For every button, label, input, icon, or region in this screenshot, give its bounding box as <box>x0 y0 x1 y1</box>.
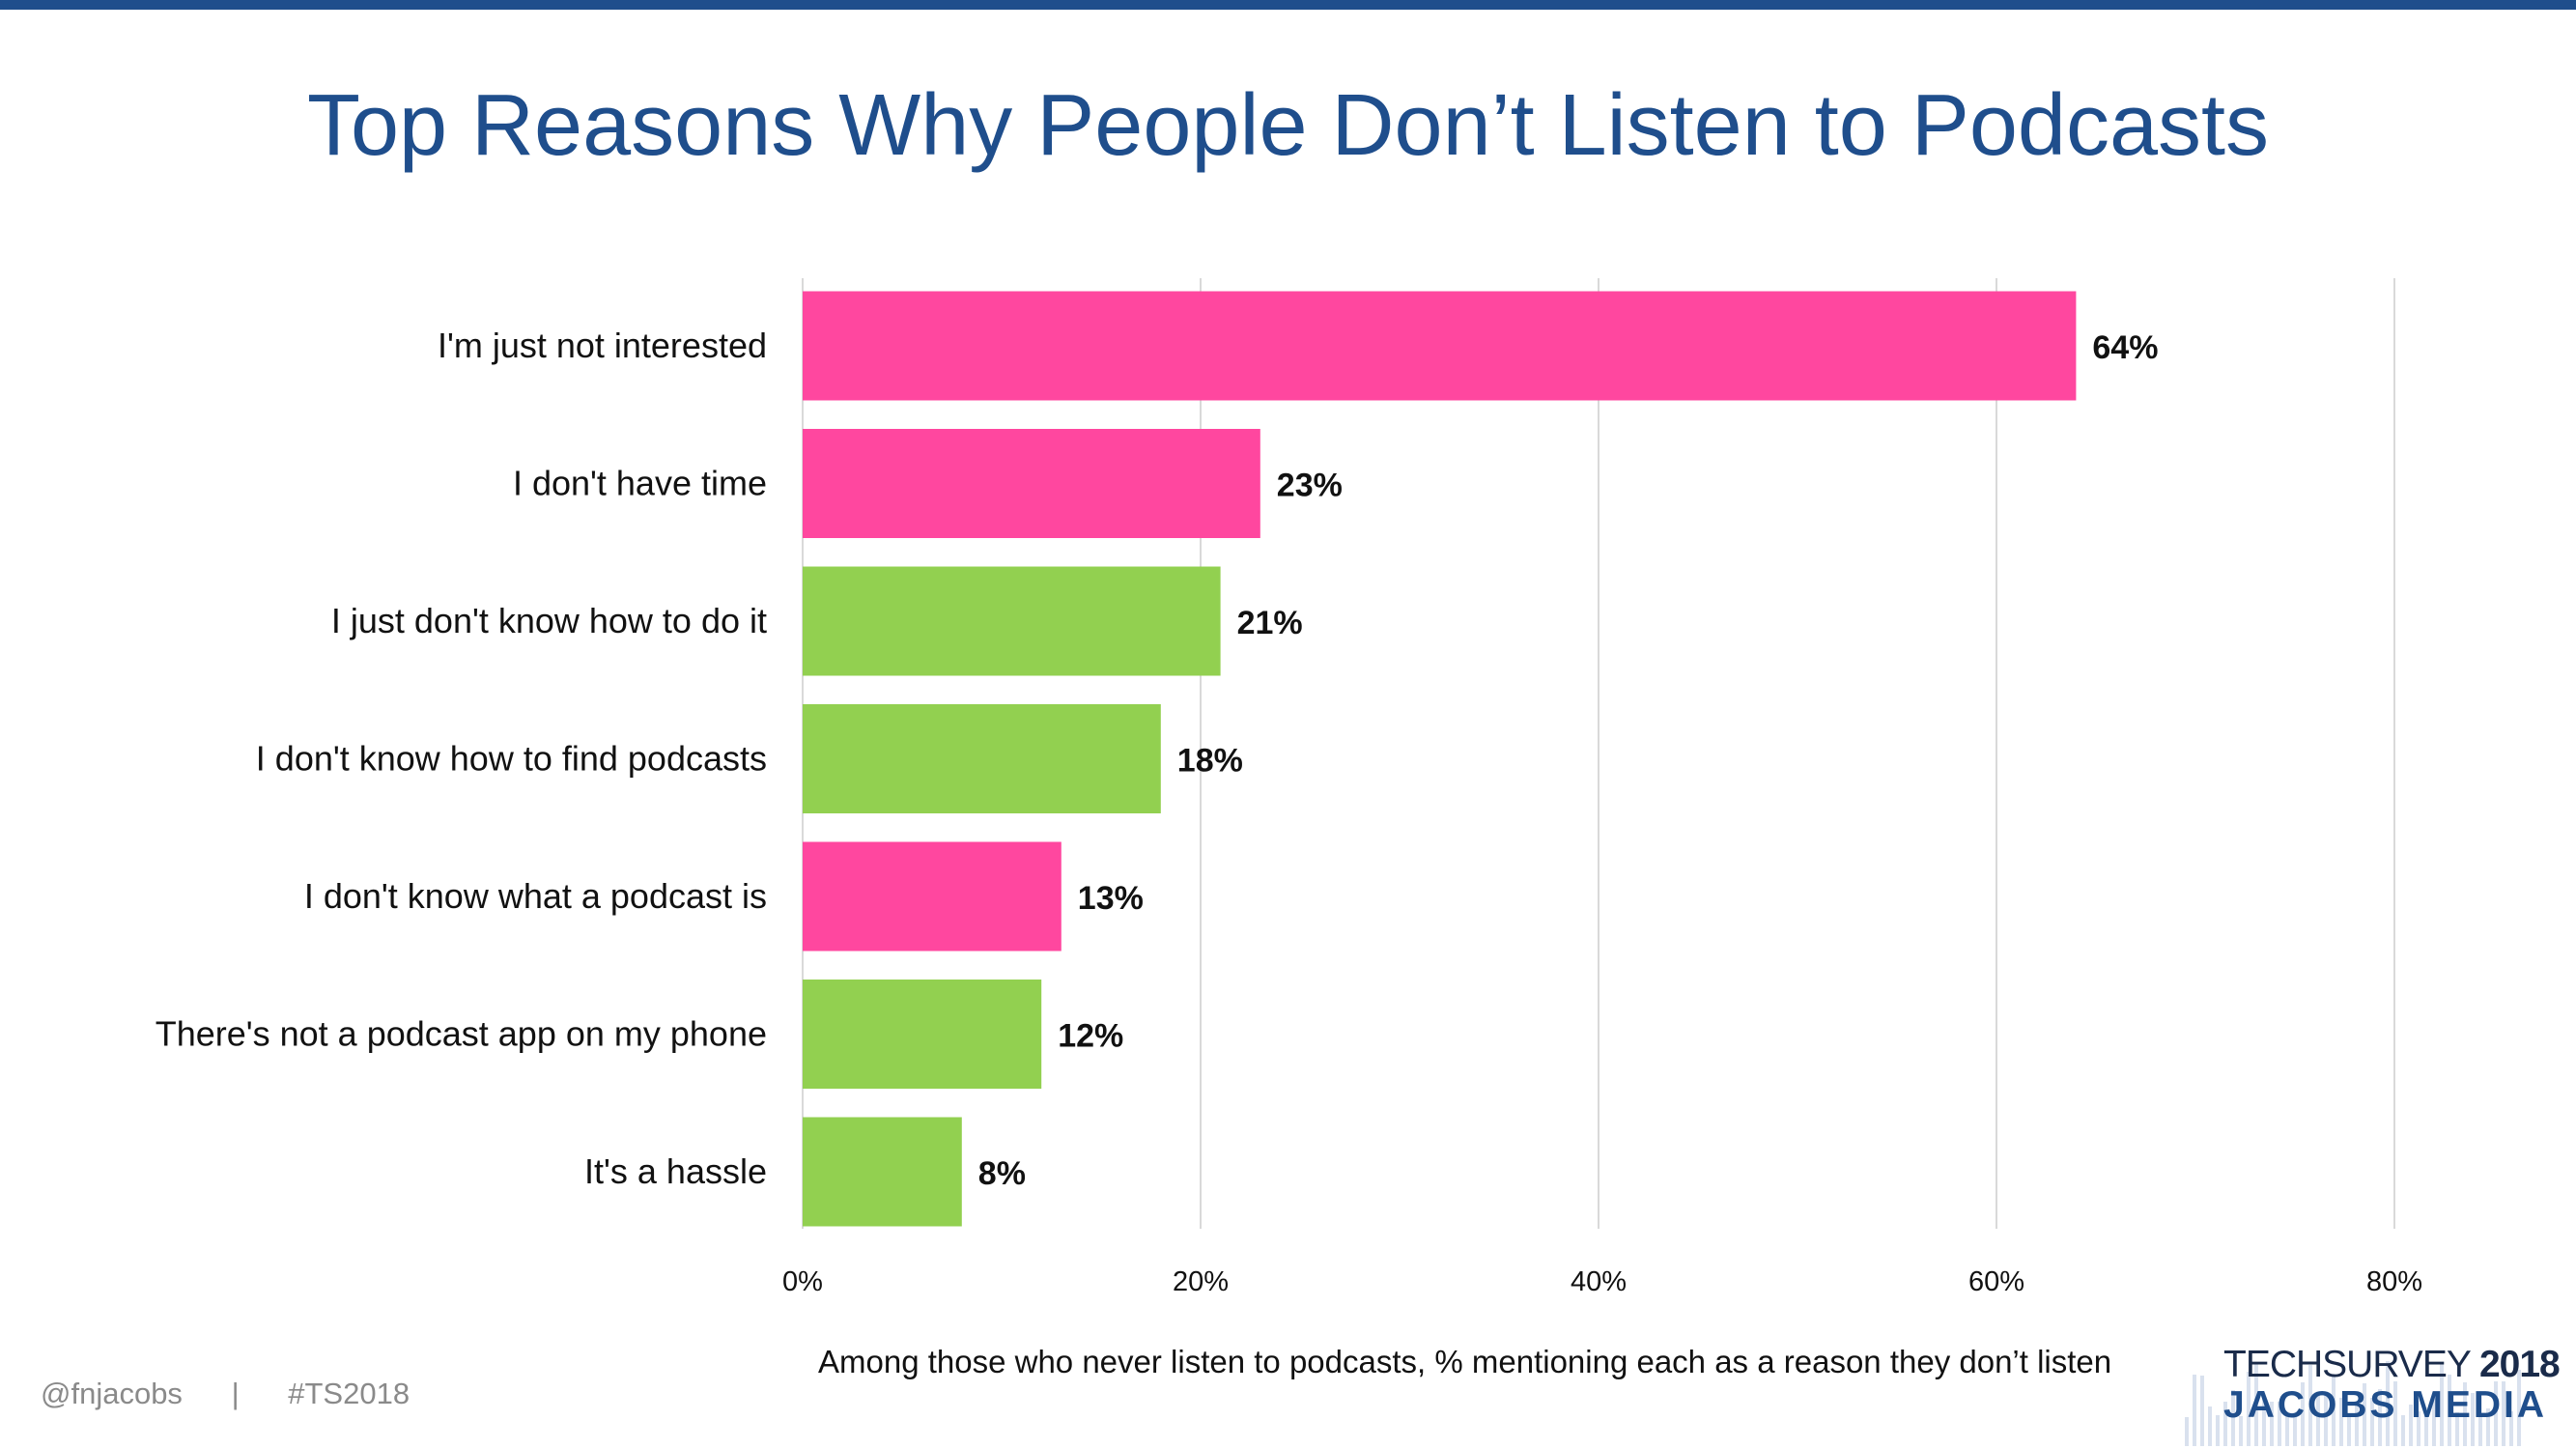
equalizer-bar <box>2517 1370 2521 1446</box>
brand-name: TECHSURVEY <box>2223 1344 2471 1385</box>
equalizer-bar <box>2231 1390 2235 1446</box>
equalizer-bar <box>2455 1412 2459 1446</box>
bar <box>803 704 1161 813</box>
x-tick-label: 60% <box>1968 1266 2024 1297</box>
x-tick-label: 0% <box>782 1266 823 1297</box>
equalizer-bar <box>2401 1415 2405 1446</box>
equalizer-bar <box>2223 1402 2227 1446</box>
category-label: It's a hassle <box>584 1151 767 1191</box>
bar <box>803 1117 962 1227</box>
category-label: There's not a podcast app on my phone <box>156 1014 767 1054</box>
value-label: 64% <box>2092 329 2158 366</box>
top-rule <box>0 0 2576 10</box>
x-tick-label: 80% <box>2366 1266 2422 1297</box>
equalizer-bar <box>2247 1372 2250 1446</box>
equalizer-bar <box>2193 1375 2196 1446</box>
equalizer-bar <box>2216 1415 2220 1446</box>
bar <box>803 841 1062 952</box>
bar <box>803 291 2077 401</box>
value-label: 21% <box>1237 605 1303 641</box>
equalizer-bar <box>2378 1389 2382 1446</box>
chart-note: Among those who never listen to podcasts… <box>818 1344 2112 1379</box>
equalizer-bar <box>2494 1381 2498 1446</box>
equalizer-bar <box>2278 1402 2281 1446</box>
equalizer-bar <box>2424 1407 2428 1446</box>
value-label: 23% <box>1277 468 1343 504</box>
brand-company: JACOBS MEDIA <box>2223 1384 2548 1426</box>
equalizer-bar <box>2347 1417 2351 1446</box>
bar <box>803 429 1260 538</box>
value-label: 12% <box>1058 1018 1123 1055</box>
equalizer-bar <box>2440 1363 2444 1446</box>
value-label: 18% <box>1177 743 1243 780</box>
value-label: 8% <box>978 1155 1026 1192</box>
bar-chart: 0% 20% 40% 60% 80% I'm just not interested 64%… <box>156 278 2422 1297</box>
equalizer-bar <box>2486 1408 2490 1446</box>
category-label: I don't know what a podcast is <box>304 876 767 916</box>
equalizer-bar <box>2509 1411 2513 1446</box>
x-tick-label: 40% <box>1571 1266 1627 1297</box>
hashtag: #TS2018 <box>288 1377 410 1410</box>
bar <box>803 566 1221 676</box>
equalizer-bar <box>2409 1405 2413 1446</box>
equalizer-bar <box>2432 1395 2436 1446</box>
twitter-handle: @fnjacobs <box>41 1377 183 1410</box>
footer-separator: | <box>231 1377 240 1410</box>
category-label: I'm just not interested <box>438 326 767 365</box>
bars <box>803 291 2077 1227</box>
footer: @fnjacobs | #TS2018 <box>41 1377 410 1411</box>
equalizer-bar <box>2293 1416 2297 1446</box>
bar <box>803 980 1042 1089</box>
equalizer-bar <box>2200 1376 2204 1446</box>
brand-title: TECHSURVEY 2018 <box>2223 1344 2561 1386</box>
category-label: I just don't know how to do it <box>331 601 767 640</box>
equalizer-bar <box>2393 1381 2397 1446</box>
equalizer-bar <box>2463 1382 2467 1446</box>
chart-title: Top Reasons Why People Don’t Listen to P… <box>306 77 2270 174</box>
brand-year: 2018 <box>2478 1344 2561 1385</box>
equalizer-bar <box>2417 1411 2420 1446</box>
x-tick-label: 20% <box>1173 1266 1229 1297</box>
brand-logo: TECHSURVEY 2018 JACOBS MEDIA <box>2181 1338 2561 1449</box>
equalizer-bar <box>2285 1413 2289 1446</box>
category-label: I don't have time <box>513 464 767 503</box>
equalizer-bar <box>2254 1362 2258 1446</box>
equalizer-bar <box>2363 1383 2366 1446</box>
equalizer-bars-icon <box>2185 1361 2521 1446</box>
equalizer-bar <box>2448 1375 2451 1446</box>
equalizer-bar <box>2308 1365 2312 1446</box>
equalizer-bar <box>2339 1398 2343 1446</box>
equalizer-bar <box>2370 1398 2374 1446</box>
equalizer-bar <box>2471 1393 2475 1446</box>
value-label: 13% <box>1078 880 1144 917</box>
labels: 0% 20% 40% 60% 80% I'm just not interested 64%… <box>156 326 2422 1297</box>
equalizer-bar <box>2316 1394 2320 1446</box>
equalizer-bar <box>2185 1417 2189 1446</box>
equalizer-bar <box>2502 1381 2505 1446</box>
equalizer-bar <box>2301 1382 2305 1446</box>
equalizer-bar <box>2208 1406 2212 1446</box>
equalizer-bar <box>2324 1392 2328 1446</box>
equalizer-bar <box>2386 1361 2390 1446</box>
equalizer-bar <box>2332 1376 2335 1446</box>
equalizer-bar <box>2262 1397 2266 1446</box>
equalizer-bar <box>2239 1416 2243 1446</box>
category-label: I don't know how to find podcasts <box>256 739 767 779</box>
equalizer-bar <box>2478 1415 2482 1446</box>
equalizer-bar <box>2270 1402 2274 1446</box>
equalizer-bar <box>2355 1404 2359 1446</box>
